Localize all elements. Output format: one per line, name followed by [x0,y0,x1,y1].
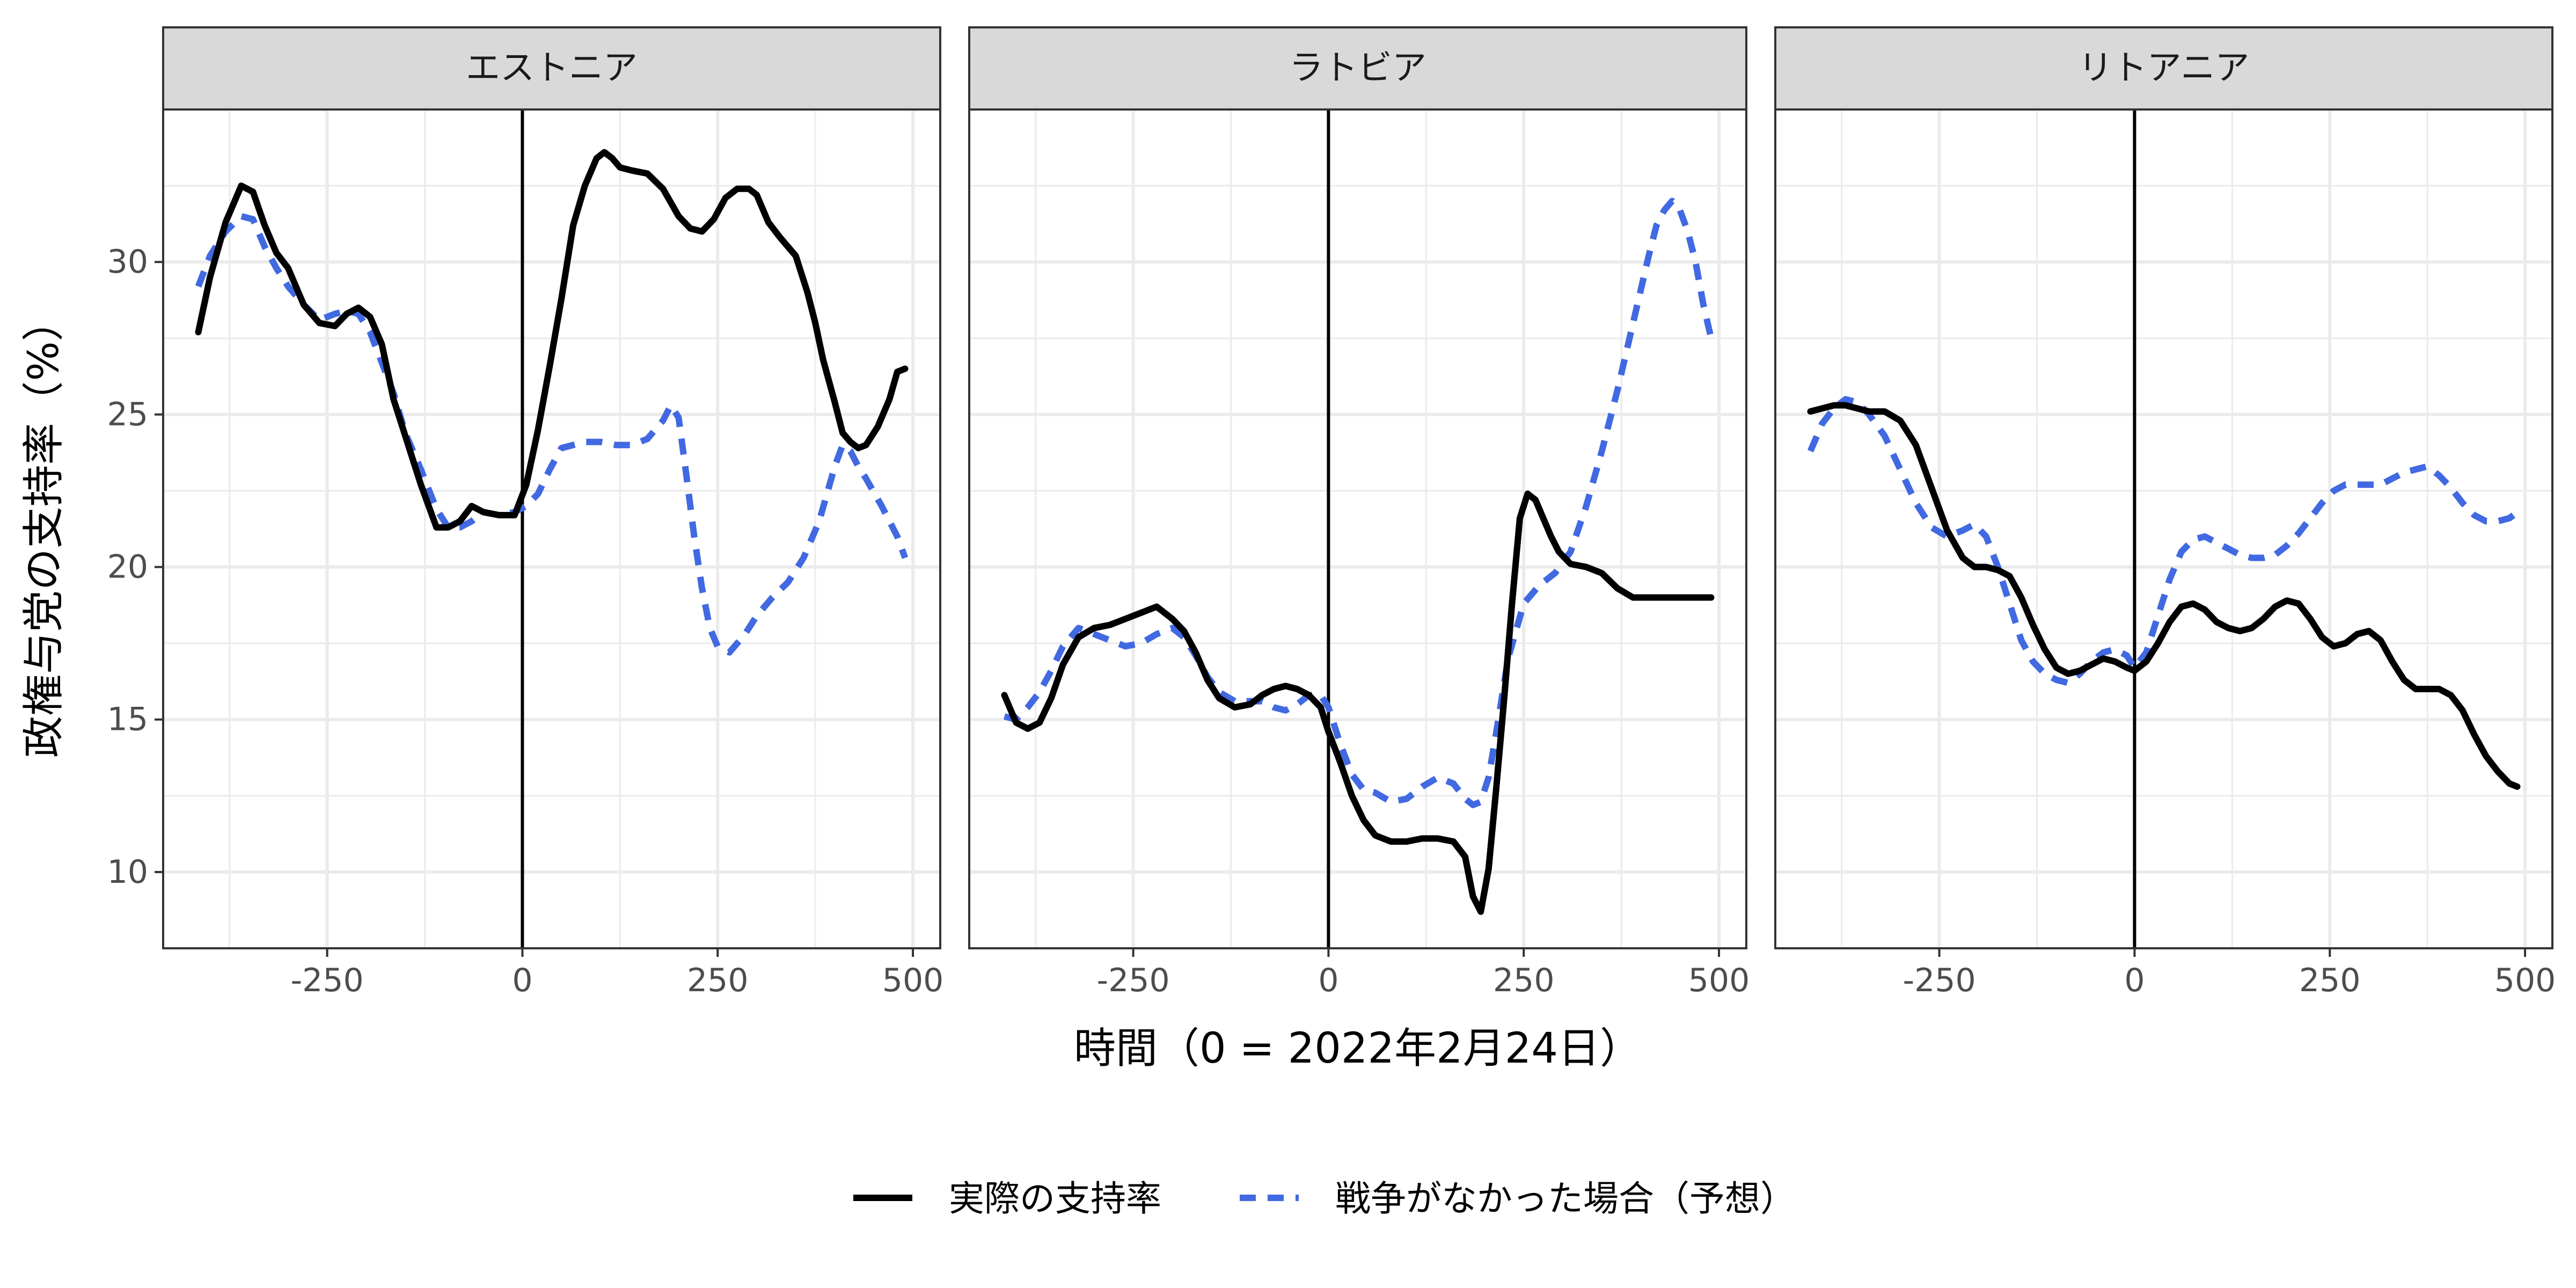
counterfactual-line-lithuania [1807,396,2520,686]
series-lithuania [1807,109,2521,948]
facet-strip-estonia [162,26,941,111]
y-tick-label: 25 [107,396,148,433]
panel-background-latvia [969,109,1746,948]
x-tick-label: 0 [2124,962,2145,999]
y-tick-label: 30 [107,243,148,281]
x-tick-label: 250 [1493,962,1555,999]
y-axis: 10 15 20 25 30 [107,243,163,891]
x-tick-label: 0 [512,962,532,999]
facet-panel-latvia: ラトビア [968,26,1747,949]
x-axes: -250 0 250 500 -250 0 250 500 -250 0 250 500 [291,948,2556,999]
x-tick-label: 500 [2494,962,2556,999]
facet-panel-lithuania: リトアニア [1774,26,2553,949]
actual-line-lithuania [1807,402,2521,790]
legend-label-counterfactual: 戦争がなかった場合（予想） [1335,1178,1796,1219]
y-tick-label: 10 [107,853,148,891]
counterfactual-line-latvia [1003,197,1715,808]
x-tick-label: 250 [2299,962,2361,999]
panel-border-estonia [162,108,941,949]
gridlines-lithuania [1775,109,2552,948]
facet-title-estonia: エストニア [466,48,638,88]
x-tick-label: -250 [1903,962,1976,999]
x-tick-label: -250 [291,962,364,999]
x-tick-label: 0 [1318,962,1338,999]
facet-title-lithuania: リトアニア [2079,48,2250,88]
panel-border-lithuania [1774,108,2553,949]
panel-background-lithuania [1775,109,2552,948]
panel-background-estonia [163,109,940,948]
facet-title-latvia: ラトビア [1289,48,1426,88]
x-tick-label: 500 [1688,962,1750,999]
actual-line-estonia [195,149,909,531]
series-latvia [1001,109,1715,948]
actual-line-latvia [1001,491,1715,915]
x-axis-title: 時間（0 = 2022年2月24日） [1074,1024,1642,1073]
x-tick-label: -250 [1097,962,1170,999]
y-axis-title: 政権与党の支持率（%） [20,299,68,758]
facet-strip-lithuania [1774,26,2553,111]
series-estonia [195,109,909,948]
y-tick-label: 20 [107,548,148,586]
y-tick-label: 15 [107,701,148,738]
x-tick-label: 250 [687,962,749,999]
legend: 実際の支持率 戦争がなかった場合（予想） [853,1178,1796,1219]
counterfactual-line-estonia [195,213,909,656]
facet-panel-estonia: エストニア [162,26,941,949]
x-tick-label: 500 [882,962,944,999]
legend-label-actual: 実際の支持率 [949,1178,1161,1219]
panel-border-latvia [968,108,1747,949]
